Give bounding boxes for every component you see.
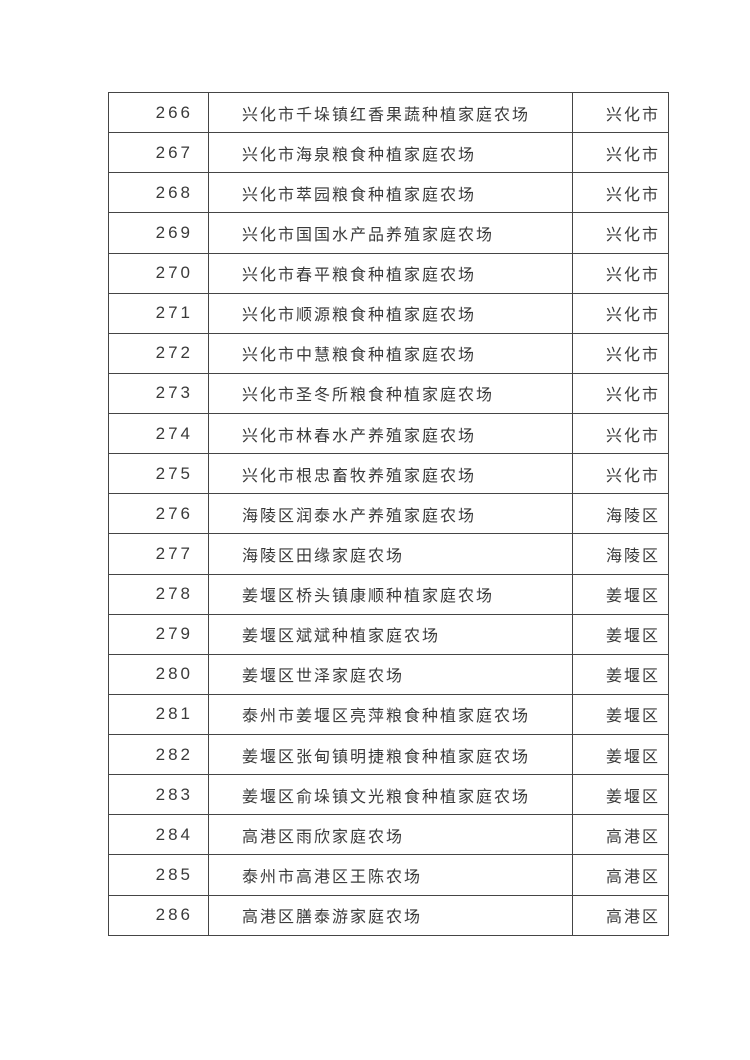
region-cell: 姜堰区 <box>572 653 669 695</box>
farm-name-cell: 海陵区润泰水产养殖家庭农场 <box>208 493 573 535</box>
row-number-cell: 269 <box>108 212 209 254</box>
farm-name-cell: 兴化市圣冬所粮食种植家庭农场 <box>208 372 573 415</box>
row-number-cell: 275 <box>108 453 209 495</box>
farm-list-table: 266 兴化市千垛镇红香果蔬种植家庭农场 兴化市 267 兴化市海泉粮食种植家庭农场 兴化… <box>108 91 669 936</box>
row-number-cell: 279 <box>108 613 209 655</box>
table-row: 269 兴化市国国水产品养殖家庭农场 兴化市 <box>108 212 669 254</box>
table-row: 281 泰州市姜堰区亮萍粮食种植家庭农场 姜堰区 <box>108 693 669 736</box>
row-number-cell: 273 <box>108 372 209 415</box>
row-number-cell: 280 <box>108 653 209 695</box>
region-cell: 兴化市 <box>572 252 669 294</box>
region-cell: 兴化市 <box>572 172 669 214</box>
region-cell: 兴化市 <box>572 412 669 455</box>
table-row: 280 姜堰区世泽家庭农场 姜堰区 <box>108 653 669 695</box>
region-cell: 兴化市 <box>572 212 669 254</box>
region-cell: 姜堰区 <box>572 693 669 736</box>
row-number-cell: 267 <box>108 132 209 174</box>
farm-name-cell: 兴化市海泉粮食种植家庭农场 <box>208 132 573 174</box>
row-number-cell: 268 <box>108 172 209 214</box>
farm-name-cell: 泰州市高港区王陈农场 <box>208 854 573 896</box>
table-row: 283 姜堰区俞垛镇文光粮食种植家庭农场 姜堰区 <box>108 774 669 816</box>
table-row: 285 泰州市高港区王陈农场 高港区 <box>108 854 669 896</box>
table-row: 278 姜堰区桥头镇康顺种植家庭农场 姜堰区 <box>108 573 669 615</box>
farm-name-cell: 姜堰区斌斌种植家庭农场 <box>208 613 573 655</box>
row-number-cell: 284 <box>108 814 209 856</box>
table-row: 270 兴化市春平粮食种植家庭农场 兴化市 <box>108 252 669 294</box>
farm-name-cell: 姜堰区俞垛镇文光粮食种植家庭农场 <box>208 774 573 816</box>
farm-name-cell: 姜堰区桥头镇康顺种植家庭农场 <box>208 573 573 615</box>
table-row: 272 兴化市中慧粮食种植家庭农场 兴化市 <box>108 332 669 374</box>
table-row: 271 兴化市顺源粮食种植家庭农场 兴化市 <box>108 292 669 334</box>
region-cell: 兴化市 <box>572 292 669 334</box>
table-row: 277 海陵区田缘家庭农场 海陵区 <box>108 533 669 575</box>
row-number-cell: 274 <box>108 412 209 455</box>
table-row: 266 兴化市千垛镇红香果蔬种植家庭农场 兴化市 <box>108 91 669 134</box>
farm-name-cell: 高港区雨欣家庭农场 <box>208 814 573 856</box>
row-number-cell: 278 <box>108 573 209 615</box>
table-row: 275 兴化市根忠畜牧养殖家庭农场 兴化市 <box>108 453 669 495</box>
table-row: 267 兴化市海泉粮食种植家庭农场 兴化市 <box>108 132 669 174</box>
region-cell: 姜堰区 <box>572 573 669 615</box>
region-cell: 高港区 <box>572 814 669 856</box>
table-row: 286 高港区膳泰游家庭农场 高港区 <box>108 894 669 936</box>
row-number-cell: 282 <box>108 733 209 776</box>
table-row: 273 兴化市圣冬所粮食种植家庭农场 兴化市 <box>108 372 669 415</box>
farm-name-cell: 海陵区田缘家庭农场 <box>208 533 573 575</box>
farm-name-cell: 兴化市根忠畜牧养殖家庭农场 <box>208 453 573 495</box>
region-cell: 兴化市 <box>572 332 669 374</box>
region-cell: 高港区 <box>572 854 669 896</box>
row-number-cell: 283 <box>108 774 209 816</box>
region-cell: 兴化市 <box>572 132 669 174</box>
region-cell: 高港区 <box>572 894 669 936</box>
farm-name-cell: 兴化市千垛镇红香果蔬种植家庭农场 <box>208 91 573 134</box>
region-cell: 姜堰区 <box>572 733 669 776</box>
row-number-cell: 277 <box>108 533 209 575</box>
table-row: 274 兴化市林春水产养殖家庭农场 兴化市 <box>108 412 669 455</box>
region-cell: 兴化市 <box>572 91 669 134</box>
row-number-cell: 285 <box>108 854 209 896</box>
farm-name-cell: 姜堰区张甸镇明捷粮食种植家庭农场 <box>208 733 573 776</box>
farm-table-body: 266 兴化市千垛镇红香果蔬种植家庭农场 兴化市 267 兴化市海泉粮食种植家庭农场 兴化… <box>108 91 669 936</box>
row-number-cell: 286 <box>108 894 209 936</box>
region-cell: 兴化市 <box>572 372 669 415</box>
farm-name-cell: 兴化市国国水产品养殖家庭农场 <box>208 212 573 254</box>
region-cell: 海陵区 <box>572 493 669 535</box>
row-number-cell: 270 <box>108 252 209 294</box>
row-number-cell: 266 <box>108 91 209 134</box>
table-row: 279 姜堰区斌斌种植家庭农场 姜堰区 <box>108 613 669 655</box>
table-row: 276 海陵区润泰水产养殖家庭农场 海陵区 <box>108 493 669 535</box>
region-cell: 姜堰区 <box>572 774 669 816</box>
farm-name-cell: 兴化市春平粮食种植家庭农场 <box>208 252 573 294</box>
table-row: 268 兴化市萃园粮食种植家庭农场 兴化市 <box>108 172 669 214</box>
farm-name-cell: 兴化市林春水产养殖家庭农场 <box>208 412 573 455</box>
row-number-cell: 272 <box>108 332 209 374</box>
table-row: 282 姜堰区张甸镇明捷粮食种植家庭农场 姜堰区 <box>108 733 669 776</box>
row-number-cell: 271 <box>108 292 209 334</box>
region-cell: 姜堰区 <box>572 613 669 655</box>
farm-name-cell: 兴化市萃园粮食种植家庭农场 <box>208 172 573 214</box>
region-cell: 兴化市 <box>572 453 669 495</box>
row-number-cell: 276 <box>108 493 209 535</box>
region-cell: 海陵区 <box>572 533 669 575</box>
farm-name-cell: 泰州市姜堰区亮萍粮食种植家庭农场 <box>208 693 573 736</box>
row-number-cell: 281 <box>108 693 209 736</box>
farm-name-cell: 高港区膳泰游家庭农场 <box>208 894 573 936</box>
table-row: 284 高港区雨欣家庭农场 高港区 <box>108 814 669 856</box>
farm-name-cell: 兴化市顺源粮食种植家庭农场 <box>208 292 573 334</box>
farm-name-cell: 姜堰区世泽家庭农场 <box>208 653 573 695</box>
farm-name-cell: 兴化市中慧粮食种植家庭农场 <box>208 332 573 374</box>
